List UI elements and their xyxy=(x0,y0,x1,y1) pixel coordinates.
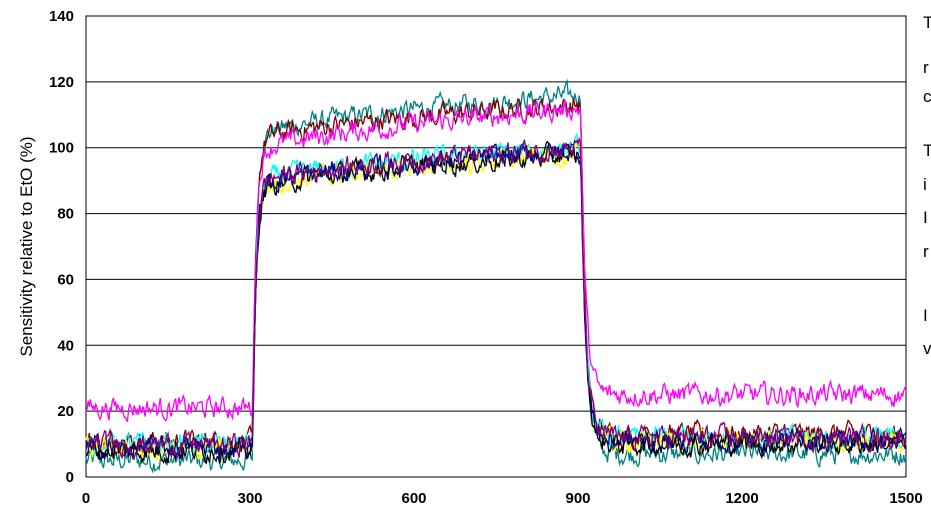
annotation-fragment: r xyxy=(923,242,929,261)
y-tick-label: 100 xyxy=(49,140,74,157)
x-tick-label: 300 xyxy=(237,490,262,507)
plot-area xyxy=(85,15,907,478)
annotation-fragment: c xyxy=(923,87,931,106)
series-line-3 xyxy=(85,99,907,423)
series-line-8 xyxy=(85,136,907,461)
x-tick-label: 0 xyxy=(82,490,90,507)
x-tick-label: 1500 xyxy=(889,490,922,507)
y-tick-label: 20 xyxy=(57,403,74,420)
x-tick-labels: 0 300 600 900 1200 1500 xyxy=(82,490,923,507)
y-tick-label: 140 xyxy=(49,8,74,25)
y-axis-title: Sensitivity relative to EtO (%) xyxy=(17,136,36,356)
series-group xyxy=(85,78,907,474)
y-tick-label: 40 xyxy=(57,337,74,354)
x-tick-label: 900 xyxy=(565,490,590,507)
series-line-1 xyxy=(85,78,907,474)
annotation-fragment: I xyxy=(923,306,928,325)
y-tick-label: 120 xyxy=(49,74,74,91)
annotation-fragment: T xyxy=(923,13,931,32)
y-tick-labels: 0 20 40 60 80 100 120 140 xyxy=(49,8,74,486)
y-tick-label: 0 xyxy=(66,469,74,486)
annotation-fragment: i xyxy=(923,175,927,194)
y-tick-label: 80 xyxy=(57,206,74,223)
annotation-fragment: T xyxy=(923,141,931,160)
annotation-fragment: v xyxy=(923,339,931,358)
x-tick-label: 1200 xyxy=(725,490,758,507)
y-tick-label: 60 xyxy=(57,271,74,288)
series-line-7 xyxy=(85,142,907,462)
annotation-fragment: I xyxy=(923,208,928,227)
x-tick-label: 600 xyxy=(401,490,426,507)
annotation-fragment: r xyxy=(923,58,929,77)
